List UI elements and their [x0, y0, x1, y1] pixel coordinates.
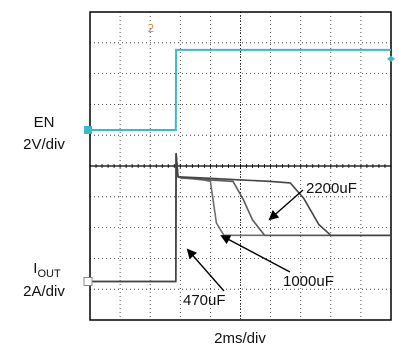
annotation-2200uF-arrow [268, 189, 304, 221]
plot-frame [89, 11, 392, 321]
iout-channel-label: IOUT 2A/div [23, 260, 65, 300]
annotation-470uF-arrow [186, 248, 225, 292]
annotation-2200uF: 2200uF [268, 180, 357, 221]
traces [90, 48, 391, 283]
iout-label-main: I [33, 260, 37, 277]
annotation-1000uF-arrow [220, 235, 291, 273]
annotation-2200uF-label: 2200uF [306, 180, 357, 197]
annotation-1000uF: 1000uF [220, 235, 334, 290]
en-ground-marker [84, 125, 92, 134]
iout-trace-2200uF [90, 152, 391, 283]
x-axis-label: 2ms/div [214, 330, 266, 347]
iout-scale-label: 2A/div [23, 283, 65, 300]
en-scale-label: 2V/div [23, 136, 65, 153]
graticule [90, 12, 391, 320]
iout-ground-marker-box [83, 277, 93, 286]
en-label: EN [34, 114, 55, 131]
trigger-marker: 2 [148, 22, 155, 35]
markers [83, 55, 395, 286]
iout-ground-marker [83, 277, 93, 286]
en-level-marker [387, 55, 395, 62]
annotation-1000uF-label: 1000uF [283, 273, 334, 290]
iout-label-subscript: OUT [37, 268, 61, 280]
annotation-470uF-label: 470uF [183, 292, 226, 309]
iout-label: IOUT [33, 260, 61, 280]
en-trace [90, 48, 391, 131]
en-ground-marker-box [84, 125, 92, 134]
en-channel-label: EN 2V/div [23, 114, 65, 153]
annotation-470uF: 470uF [183, 248, 226, 309]
